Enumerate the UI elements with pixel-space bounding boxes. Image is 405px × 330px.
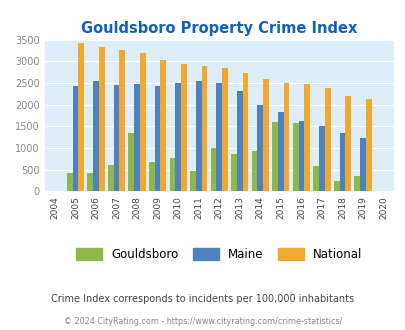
Bar xyxy=(128,133,134,191)
Bar xyxy=(175,83,181,191)
Bar xyxy=(257,105,262,191)
Bar xyxy=(313,166,318,191)
Bar xyxy=(292,123,298,191)
Bar xyxy=(169,158,175,191)
Bar xyxy=(359,138,365,191)
Bar xyxy=(154,85,160,191)
Bar xyxy=(181,64,186,191)
Bar xyxy=(87,173,93,191)
Bar xyxy=(339,133,345,191)
Bar xyxy=(78,43,84,191)
Legend: Gouldsboro, Maine, National: Gouldsboro, Maine, National xyxy=(71,243,367,265)
Bar xyxy=(298,121,303,191)
Bar xyxy=(119,50,125,191)
Bar xyxy=(365,99,371,191)
Bar xyxy=(160,59,166,191)
Bar xyxy=(345,96,350,191)
Bar xyxy=(354,176,359,191)
Bar xyxy=(333,181,339,191)
Bar xyxy=(230,154,237,191)
Bar xyxy=(93,81,99,191)
Bar xyxy=(140,52,145,191)
Bar xyxy=(272,122,277,191)
Bar xyxy=(262,79,268,191)
Bar xyxy=(210,148,216,191)
Bar xyxy=(242,73,248,191)
Bar xyxy=(149,162,154,191)
Bar xyxy=(237,91,242,191)
Bar xyxy=(113,85,119,191)
Title: Gouldsboro Property Crime Index: Gouldsboro Property Crime Index xyxy=(81,21,356,36)
Bar xyxy=(67,173,72,191)
Bar xyxy=(318,126,324,191)
Bar xyxy=(201,66,207,191)
Bar xyxy=(190,171,195,191)
Bar xyxy=(283,83,289,191)
Text: Crime Index corresponds to incidents per 100,000 inhabitants: Crime Index corresponds to incidents per… xyxy=(51,294,354,304)
Bar xyxy=(324,88,330,191)
Bar xyxy=(134,84,140,191)
Bar xyxy=(195,81,201,191)
Bar xyxy=(108,165,113,191)
Bar xyxy=(277,112,283,191)
Bar xyxy=(303,84,309,191)
Bar xyxy=(251,150,257,191)
Bar xyxy=(222,68,227,191)
Bar xyxy=(72,85,78,191)
Bar xyxy=(216,83,222,191)
Text: © 2024 CityRating.com - https://www.cityrating.com/crime-statistics/: © 2024 CityRating.com - https://www.city… xyxy=(64,317,341,326)
Bar xyxy=(99,47,104,191)
